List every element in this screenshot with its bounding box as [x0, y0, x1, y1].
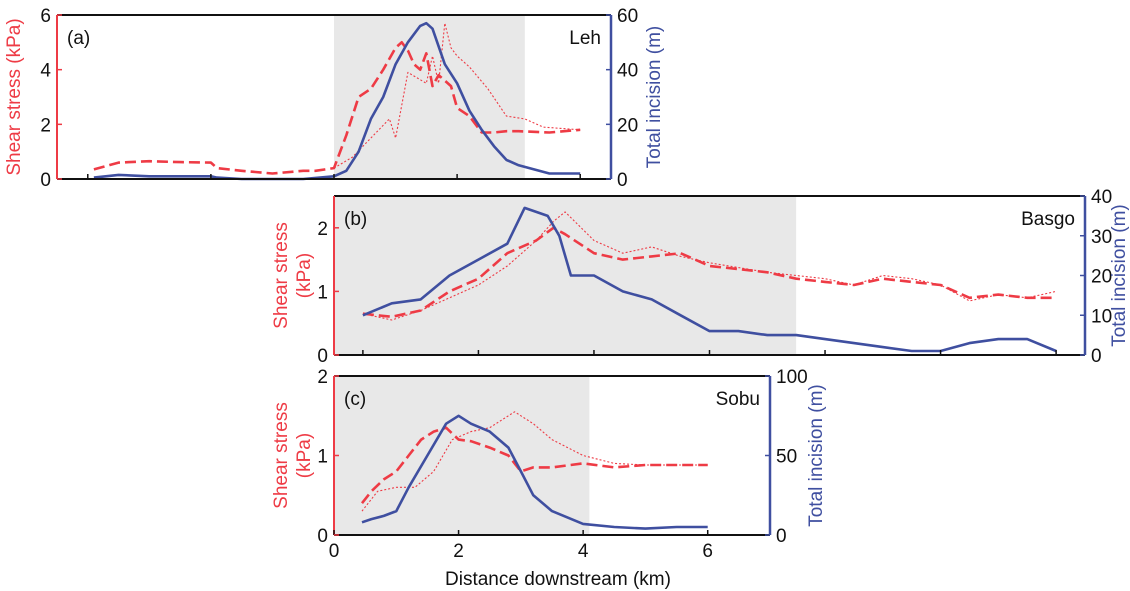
panel-c-left-tick-label: 0 [317, 526, 328, 547]
panel-b-right-tick-label: 40 [1091, 187, 1112, 208]
panel-c-right-tick-label: 0 [776, 526, 787, 547]
panel-b-series-incision [362, 206, 1057, 353]
panel-a-series-incision [93, 21, 581, 181]
panel-b-right-tick-label: 20 [1091, 267, 1112, 288]
x-tick-label: 6 [702, 541, 713, 562]
panel-a-right-tick-label: 60 [617, 6, 638, 27]
panel-a-left-tick-label: 2 [40, 115, 51, 136]
panel-a-right-tick-label: 40 [617, 61, 638, 82]
panel-a-left-axis-title: Shear stress (kPa) [4, 18, 25, 175]
panel-b-left-tick-label: 1 [317, 282, 328, 303]
panel-c-left-tick-label: 1 [317, 447, 328, 468]
panel-b-series-shear-dotted [362, 211, 1057, 321]
panel-a-right-axis-title: Total incision (m) [644, 26, 665, 169]
panel-c-series-shear-dashed [360, 426, 708, 505]
panel-b-right-axis-title: Total incision (m) [1109, 204, 1130, 347]
panel-b-shaded-region [334, 196, 797, 355]
x-tick-label: 4 [578, 541, 589, 562]
panel-c-left-axis-title: Shear stress(kPa) [271, 402, 315, 509]
panel-b-site-name: Basgo [1021, 209, 1075, 230]
panel-c-right-tick-label: 50 [776, 447, 797, 468]
panel-c-series-incision [361, 414, 708, 530]
panel-c-left-tick-label: 2 [317, 367, 328, 388]
panel-b-letter: (b) [344, 209, 367, 230]
x-axis-title: Distance downstream (km) [445, 569, 671, 590]
panel-a-letter: (a) [67, 28, 90, 49]
panel-a-left-tick-label: 6 [40, 6, 51, 27]
x-tick-label: 2 [453, 541, 464, 562]
panel-a-shaded-region [334, 15, 525, 179]
panel-b-left-axis-title: Shear stress(kPa) [271, 222, 315, 329]
panel-c-right-axis-title: Total incision (m) [806, 384, 827, 527]
panel-b-right-tick-label: 0 [1091, 346, 1102, 367]
panel-c-right-tick-label: 100 [776, 367, 808, 388]
panel-c-site-name: Sobu [716, 389, 760, 410]
panel-a-right-tick-label: 0 [617, 170, 628, 191]
panel-a-left-tick-label: 0 [40, 170, 51, 191]
panel-a-site-name: Leh [569, 28, 601, 49]
panel-a-series-shear-dashed [93, 40, 581, 175]
panel-c-series-shear-dotted [361, 411, 708, 512]
panel-b-left-tick-label: 0 [317, 346, 328, 367]
panel-c-chart: 0 2 4 6 0 1 2 0 50 100 Shear stress(kPa) Total inci… [271, 367, 827, 562]
panel-b-right-tick-label: 10 [1091, 306, 1112, 327]
panel-c-letter: (c) [344, 389, 366, 410]
panel-a-left-tick-label: 4 [40, 61, 51, 82]
panel-c-shaded-region [334, 376, 590, 535]
x-tick-label: 0 [329, 541, 340, 562]
panel-b-left-tick-label: 2 [317, 219, 328, 240]
panel-a-right-tick-label: 20 [617, 115, 638, 136]
panel-b-right-tick-label: 30 [1091, 227, 1112, 248]
